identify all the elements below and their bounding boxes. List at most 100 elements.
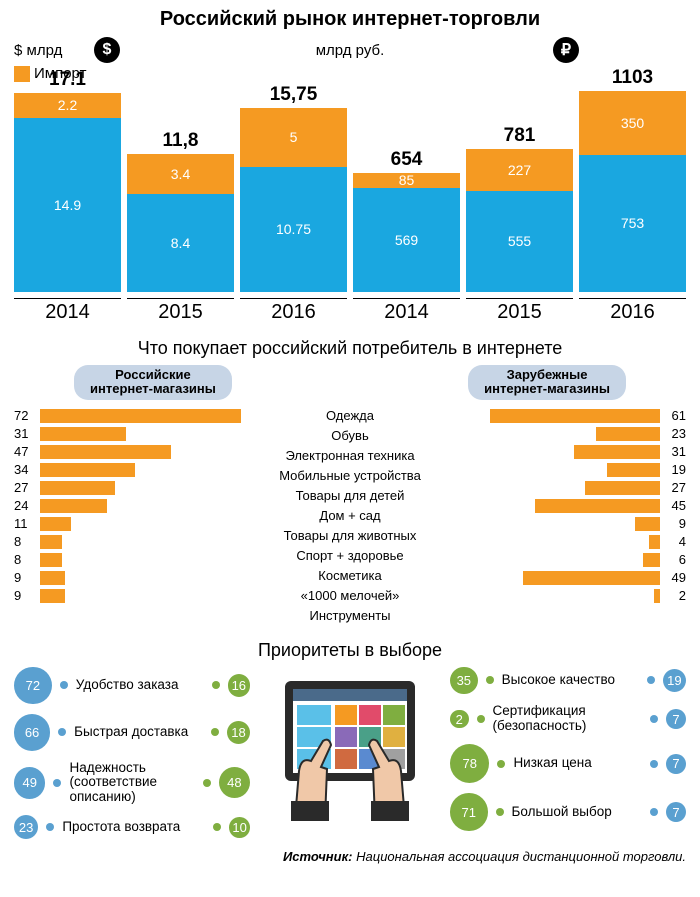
butterfly-category: Косметика	[249, 568, 451, 584]
butterfly-right-bar	[607, 463, 660, 477]
butterfly-right-bar	[635, 517, 660, 531]
currency-dollar: $	[94, 37, 174, 63]
butterfly-chart: 723147342724118899 ОдеждаОбувьЭлектронна…	[14, 408, 686, 626]
bar-year: 2015	[466, 298, 573, 324]
priority-bubble: 16	[228, 674, 250, 696]
butterfly-row-right: 4	[451, 534, 686, 550]
bar-base-segment: 555	[466, 191, 573, 292]
priorities-section: 72Удобство заказа1666Быстрая доставка184…	[14, 667, 686, 840]
bar-column: 7812275552015	[466, 125, 573, 324]
bar-total: 781	[466, 125, 573, 147]
dot-green	[213, 823, 221, 831]
butterfly-right-value: 49	[664, 570, 686, 585]
butterfly-left-bar	[40, 589, 65, 603]
butterfly-right-value: 2	[664, 588, 686, 603]
butterfly-row-right: 27	[451, 480, 686, 496]
priority-label: Надежность (соответствие описанию)	[69, 761, 194, 806]
butterfly-left-bar	[40, 481, 115, 495]
bar-year: 2016	[240, 298, 347, 324]
priority-item: 19Высокое качество35	[450, 667, 686, 695]
butterfly-category: Товары для детей	[249, 488, 451, 504]
butterfly-category: Инструменты	[249, 608, 451, 624]
butterfly-row-right: 2	[451, 588, 686, 604]
pill-foreign-stores: Зарубежныеинтернет-магазины	[468, 365, 626, 400]
dollar-icon: $	[94, 37, 120, 63]
bar-import-segment: 85	[353, 173, 460, 189]
source-line: Источник: Национальная ассоциация дистан…	[14, 849, 686, 864]
butterfly-category: Мобильные устройства	[249, 468, 451, 484]
butterfly-right-value: 23	[664, 426, 686, 441]
priority-bubble: 2	[450, 710, 469, 729]
butterfly-left-value: 9	[14, 570, 36, 585]
butterfly-left-value: 34	[14, 462, 36, 477]
butterfly-category: «1000 мелочей»	[249, 588, 451, 604]
butterfly-left-value: 27	[14, 480, 36, 495]
butterfly-right-bar	[574, 445, 660, 459]
priority-bubble: 78	[450, 744, 489, 783]
butterfly-category: Одежда	[249, 408, 451, 424]
left-axis-label: $ млрд	[14, 42, 94, 59]
main-title: Российский рынок интернет-торговли	[14, 8, 686, 31]
priority-item: 7Большой выбор71	[450, 793, 686, 831]
priority-label: Простота возврата	[62, 820, 205, 835]
bar-base-segment: 753	[579, 155, 686, 293]
butterfly-left-bar	[40, 409, 241, 423]
priority-bubble: 18	[227, 721, 250, 744]
dot-green	[212, 681, 220, 689]
butterfly-row-left: 8	[14, 552, 249, 568]
bar-total: 15,75	[240, 84, 347, 106]
bar-total: 11,8	[127, 130, 234, 152]
priority-bubble: 66	[14, 714, 50, 750]
butterfly-category: Обувь	[249, 428, 451, 444]
priority-bubble: 19	[663, 669, 686, 692]
priority-item: 66Быстрая доставка18	[14, 714, 250, 750]
butterfly-row-right: 23	[451, 426, 686, 442]
bar-year: 2016	[579, 298, 686, 324]
butterfly-left-bar	[40, 499, 107, 513]
butterfly-right-bar	[596, 427, 660, 441]
butterfly-row-right: 61	[451, 408, 686, 424]
dot-blue	[46, 823, 54, 831]
tablet-illustration	[260, 667, 440, 821]
butterfly-category: Дом + сад	[249, 508, 451, 524]
butterfly-left-bar	[40, 463, 135, 477]
bar-column: 1103350753 2016	[579, 67, 686, 324]
butterfly-row-left: 24	[14, 498, 249, 514]
dot-blue	[647, 676, 655, 684]
butterfly-right-bar	[643, 553, 660, 567]
bar-base-segment: 10.75	[240, 167, 347, 292]
butterfly-left-bar	[40, 571, 65, 585]
butterfly-left-value: 31	[14, 426, 36, 441]
bar-base-segment: 14.9	[14, 118, 121, 292]
butterfly-right-value: 4	[664, 534, 686, 549]
source-text: Национальная ассоциация дистанционной то…	[356, 849, 686, 864]
butterfly-row-left: 9	[14, 570, 249, 586]
butterfly-row-right: 45	[451, 498, 686, 514]
butterfly-category: Спорт + здоровье	[249, 548, 451, 564]
butterfly-right-bar	[585, 481, 660, 495]
dot-blue	[53, 779, 61, 787]
dot-green	[486, 676, 494, 684]
butterfly-left-value: 8	[14, 534, 36, 549]
butterfly-right-value: 9	[664, 516, 686, 531]
bar-total: 17.1	[14, 69, 121, 91]
butterfly-right-value: 19	[664, 462, 686, 477]
priority-bubble: 71	[450, 793, 488, 831]
butterfly-left-value: 47	[14, 444, 36, 459]
priority-bubble: 48	[219, 767, 250, 798]
dot-blue	[650, 760, 658, 768]
bar-total: 1103	[579, 67, 686, 89]
dot-green	[211, 728, 219, 736]
priority-label: Удобство заказа	[76, 678, 204, 693]
bar-year: 2014	[14, 298, 121, 324]
butterfly-left-bar	[40, 553, 62, 567]
dot-blue	[650, 715, 658, 723]
bar-import-segment: 2.2	[14, 93, 121, 119]
priority-bubble: 23	[14, 815, 38, 839]
bar-import-segment: 350	[579, 91, 686, 155]
butterfly-left-value: 9	[14, 588, 36, 603]
butterfly-right-value: 31	[664, 444, 686, 459]
butterfly-category: Электронная техника	[249, 448, 451, 464]
butterfly-right-value: 45	[664, 498, 686, 513]
butterfly-row-left: 8	[14, 534, 249, 550]
